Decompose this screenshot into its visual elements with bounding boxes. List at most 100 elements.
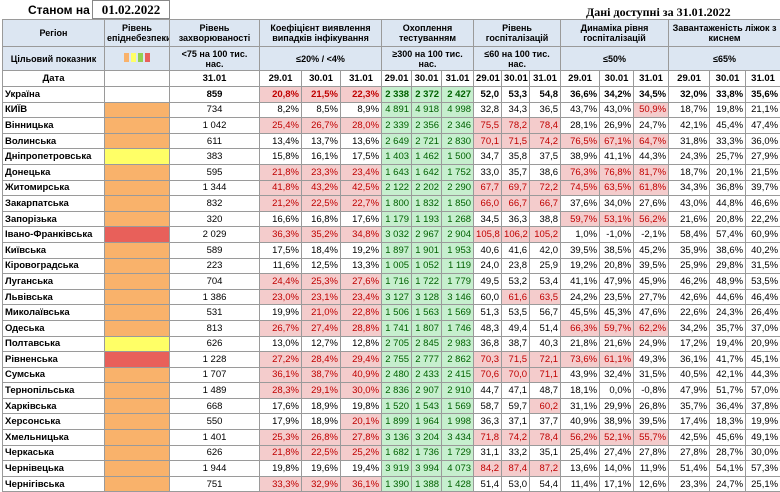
detect-cell: 25,3% [260,430,302,446]
testing-cell: 3 128 [412,289,442,305]
testing-cell: 2 862 [442,352,474,368]
beds-cell: 42,6% [669,289,710,305]
testing-cell: 1 569 [442,305,474,321]
region-cell: Львівська [3,289,105,305]
incidence-cell: 589 [170,242,260,258]
beds-cell: 21,1% [746,102,780,118]
region-cell: Кіровоградська [3,258,105,274]
hosp-cell: 70,1 [474,133,502,149]
dyn-cell: 49,3% [634,352,669,368]
dyn-cell: 29,9% [600,398,634,414]
dyn-cell: 76,8% [600,164,634,180]
hosp-cell: 51,4 [530,320,561,336]
testing-cell: 1 800 [382,196,412,212]
detect-cell: 34,8% [341,227,382,243]
dyn-cell: 66,3% [561,320,600,336]
incidence-cell: 704 [170,274,260,290]
hosp-cell: 32,8 [474,102,502,118]
testing-cell: 1 119 [442,258,474,274]
incidence-cell: 1 401 [170,430,260,446]
hosp-cell: 53,3 [502,87,530,103]
testing-cell: 1 642 [412,164,442,180]
region-cell: Тернопільська [3,383,105,399]
beds-cell: 21,6% [669,211,710,227]
beds-cell: 60,9% [746,227,780,243]
beds-cell: 57,4% [710,227,746,243]
beds-cell: 42,1% [669,118,710,134]
detect-cell: 17,6% [341,211,382,227]
testing-cell: 3 127 [382,289,412,305]
dyn-cell: 26,8% [634,398,669,414]
hosp-cell: 49,5 [474,274,502,290]
detect-cell: 8,5% [302,102,341,118]
detect-cell: 17,6% [260,398,302,414]
testing-cell: 1 736 [412,445,442,461]
col-region: Регіон [3,20,105,47]
hosp-cell: 72,1 [530,352,561,368]
detect-cell: 27,8% [341,430,382,446]
as-of-date-field[interactable]: 01.02.2022 [92,0,170,19]
testing-cell: 2 338 [382,87,412,103]
incidence-cell: 383 [170,149,260,165]
testing-cell: 1 722 [412,274,442,290]
testing-cell: 2 122 [382,180,412,196]
beds-cell: 49,1% [746,430,780,446]
testing-cell: 1 729 [442,445,474,461]
testing-cell: 1 964 [412,414,442,430]
level-cell [105,211,170,227]
detect-cell: 16,6% [260,211,302,227]
region-cell: Запорізька [3,211,105,227]
region-cell: КИЇВ [3,102,105,118]
beds-cell: 45,1% [746,352,780,368]
testing-cell: 4 998 [442,102,474,118]
beds-cell: 48,9% [710,274,746,290]
beds-cell: 58,4% [669,227,710,243]
region-cell: Закарпатська [3,196,105,212]
detect-cell: 19,6% [302,461,341,477]
beds-cell: 26,4% [746,305,780,321]
incidence-cell: 611 [170,133,260,149]
detect-cell: 21,8% [260,164,302,180]
testing-cell: 1 998 [442,414,474,430]
date-dyn-1: 29.01 [561,71,600,87]
dyn-cell: 11,9% [634,461,669,477]
beds-cell: 43,0% [669,196,710,212]
hosp-cell: 48,3 [474,320,502,336]
detect-cell: 28,0% [341,118,382,134]
detect-cell: 28,8% [341,320,382,336]
region-cell: Україна [3,87,105,103]
testing-cell: 1 746 [442,320,474,336]
hosp-cell: 31,1 [474,445,502,461]
level-cell [105,102,170,118]
hosp-cell: 35,7 [502,164,530,180]
testing-cell: 1 832 [412,196,442,212]
dashboard: Станом на 01.02.2022 Дані доступні за 31… [0,0,780,479]
hosp-cell: 69,7 [502,180,530,196]
detect-cell: 29,4% [341,352,382,368]
testing-cell: 3 146 [442,289,474,305]
level-cell [105,227,170,243]
dyn-cell: 1,0% [561,227,600,243]
beds-cell: 30,0% [746,445,780,461]
hosp-cell: 61,6 [502,289,530,305]
level-cell [105,445,170,461]
detect-cell: 25,3% [302,274,341,290]
detect-cell: 19,9% [260,305,302,321]
testing-cell: 1 716 [382,274,412,290]
testing-cell: 1 569 [442,398,474,414]
dyn-cell: 43,0% [600,102,634,118]
testing-cell: 1 807 [412,320,442,336]
dyn-cell: 56,2% [634,211,669,227]
detect-cell: 30,0% [341,383,382,399]
dyn-cell: 38,9% [561,149,600,165]
detect-cell: 17,5% [260,242,302,258]
col-beds: Завантаженість ліжок з киснем [669,20,780,47]
data-available-label: Дані доступні за 31.01.2022 [586,5,731,20]
region-cell: Миколаївська [3,305,105,321]
